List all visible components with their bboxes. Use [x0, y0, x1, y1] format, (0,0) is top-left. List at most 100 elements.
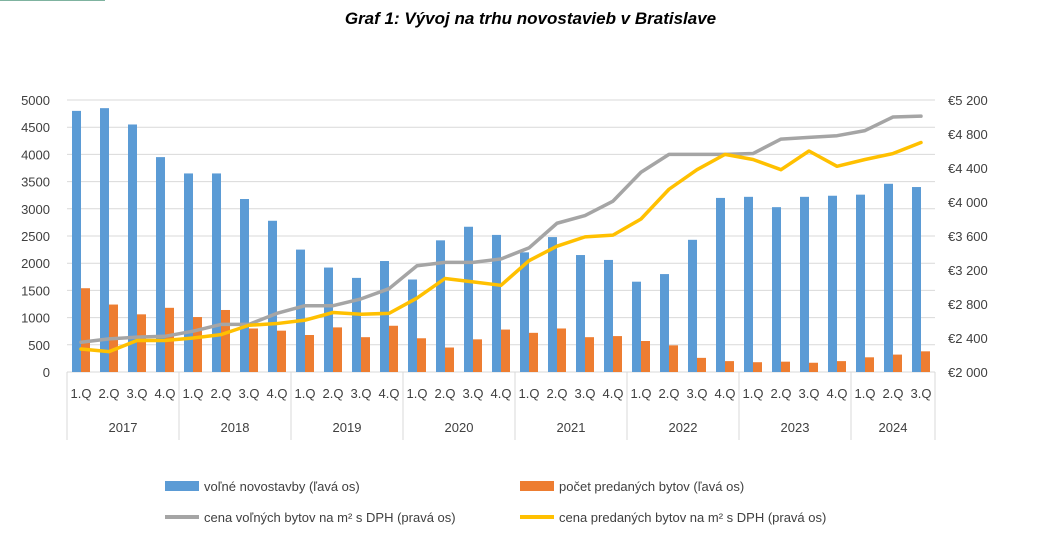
bar-pocet-predanych — [417, 338, 426, 372]
left-axis-tick: 3500 — [21, 175, 50, 190]
quarter-label: 3.Q — [575, 386, 596, 401]
quarter-label: 1.Q — [855, 386, 876, 401]
left-axis-tick: 2500 — [21, 229, 50, 244]
bar-pocet-predanych — [221, 309, 230, 372]
bar-volne-novostavby — [408, 279, 417, 372]
quarter-label: 1.Q — [71, 386, 92, 401]
bar-pocet-predanych — [921, 351, 930, 372]
bar-pocet-predanych — [893, 354, 902, 372]
quarter-label: 4.Q — [603, 386, 624, 401]
top-border-line — [0, 0, 105, 1]
quarter-label: 3.Q — [799, 386, 820, 401]
bar-pocet-predanych — [669, 345, 678, 372]
right-axis-tick: €5 200 — [948, 93, 988, 108]
bar-volne-novostavby — [324, 267, 333, 372]
left-axis-tick: 500 — [28, 338, 50, 353]
left-axis-tick: 1000 — [21, 311, 50, 326]
left-axis-tick: 2000 — [21, 256, 50, 271]
quarter-label: 4.Q — [491, 386, 512, 401]
quarter-label: 1.Q — [743, 386, 764, 401]
year-label: 2023 — [781, 420, 810, 435]
bar-volne-novostavby — [520, 252, 529, 372]
year-label: 2022 — [669, 420, 698, 435]
bar-pocet-predanych — [81, 288, 90, 372]
bar-volne-novostavby — [128, 124, 137, 372]
quarter-label: 2.Q — [659, 386, 680, 401]
quarter-label: 3.Q — [239, 386, 260, 401]
bar-pocet-predanych — [781, 361, 790, 372]
bar-pocet-predanych — [809, 362, 818, 372]
bar-volne-novostavby — [100, 108, 109, 372]
bar-volne-novostavby — [492, 234, 501, 372]
bar-pocet-predanych — [473, 339, 482, 372]
bar-volne-novostavby — [800, 196, 809, 372]
quarter-label: 4.Q — [715, 386, 736, 401]
bar-volne-novostavby — [632, 281, 641, 372]
quarter-label: 4.Q — [267, 386, 288, 401]
bar-volne-novostavby — [240, 199, 249, 372]
bar-volne-novostavby — [296, 249, 305, 372]
bar-pocet-predanych — [557, 328, 566, 372]
right-axis-tick: €3 600 — [948, 229, 988, 244]
quarter-label: 4.Q — [827, 386, 848, 401]
line-cena-volnych — [79, 114, 923, 344]
chart-title: Graf 1: Vývoj na trhu novostavieb v Brat… — [344, 9, 717, 28]
left-axis-tick: 4500 — [21, 120, 50, 135]
quarter-label: 3.Q — [911, 386, 932, 401]
bar-volne-novostavby — [184, 173, 193, 372]
right-axis-tick: €4 000 — [948, 195, 988, 210]
bar-pocet-predanych — [389, 325, 398, 372]
bar-volne-novostavby — [744, 196, 753, 372]
right-axis-tick: €4 400 — [948, 161, 988, 176]
quarter-label: 2.Q — [547, 386, 568, 401]
bar-volne-novostavby — [156, 157, 165, 372]
bar-volne-novostavby — [268, 220, 277, 372]
left-axis-tick: 1500 — [21, 283, 50, 298]
quarter-label: 1.Q — [631, 386, 652, 401]
left-axis-tick: 3000 — [21, 202, 50, 217]
legend-swatch — [520, 481, 554, 491]
right-axis-tick: €2 000 — [948, 365, 988, 380]
quarter-label: 2.Q — [883, 386, 904, 401]
year-label: 2019 — [333, 420, 362, 435]
left-axis-tick: 0 — [43, 365, 50, 380]
legend-label: cena predaných bytov na m² s DPH (pravá … — [559, 510, 826, 525]
right-axis-tick: €4 800 — [948, 127, 988, 142]
quarter-label: 2.Q — [211, 386, 232, 401]
bar-volne-novostavby — [660, 274, 669, 372]
bar-volne-novostavby — [212, 173, 221, 372]
legend-swatch — [165, 481, 199, 491]
quarter-label: 2.Q — [323, 386, 344, 401]
legend-label: voľné novostavby (ľavá os) — [204, 479, 360, 494]
bar-pocet-predanych — [837, 361, 846, 372]
bar-volne-novostavby — [856, 194, 865, 372]
bar-volne-novostavby — [380, 261, 389, 372]
quarter-label: 2.Q — [99, 386, 120, 401]
line-cena-predanych — [79, 140, 923, 354]
bar-volne-novostavby — [912, 187, 921, 372]
right-axis-tick: €3 200 — [948, 263, 988, 278]
quarter-label: 3.Q — [351, 386, 372, 401]
bar-pocet-predanych — [753, 362, 762, 372]
bar-pocet-predanych — [501, 329, 510, 372]
bar-volne-novostavby — [436, 240, 445, 372]
bar-volne-novostavby — [576, 255, 585, 372]
bar-pocet-predanych — [305, 335, 314, 372]
left-axis-tick: 4000 — [21, 147, 50, 162]
bar-volne-novostavby — [604, 259, 613, 372]
bar-volne-novostavby — [828, 195, 837, 372]
legend-label: cena voľných bytov na m² s DPH (pravá os… — [204, 510, 456, 525]
bar-pocet-predanych — [641, 340, 650, 372]
bar-pocet-predanych — [865, 357, 874, 372]
bar-volne-novostavby — [548, 237, 557, 372]
legend-label: počet predaných bytov (ľavá os) — [559, 479, 744, 494]
left-axis-tick: 5000 — [21, 93, 50, 108]
quarter-label: 4.Q — [379, 386, 400, 401]
bar-volne-novostavby — [716, 197, 725, 372]
year-label: 2021 — [557, 420, 586, 435]
quarter-label: 1.Q — [295, 386, 316, 401]
year-label: 2017 — [109, 420, 138, 435]
quarter-label: 2.Q — [435, 386, 456, 401]
quarter-label: 3.Q — [127, 386, 148, 401]
